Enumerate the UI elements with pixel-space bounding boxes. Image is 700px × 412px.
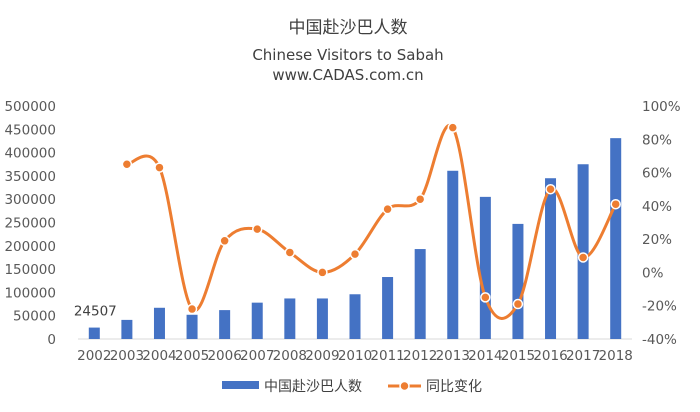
bar (88, 327, 100, 339)
line-point (577, 252, 589, 263)
bar (284, 298, 296, 339)
bar (251, 302, 263, 339)
x-tick-label: 2008 (273, 348, 307, 364)
line-point (317, 267, 328, 278)
x-tick-label: 2007 (240, 348, 274, 364)
legend-marker (399, 380, 410, 392)
y-left-tick-label: 500000 (4, 99, 56, 115)
line-point (447, 122, 459, 133)
line-point (414, 193, 426, 205)
bar (545, 178, 557, 339)
legend-swatch-bars (222, 381, 259, 389)
bar (219, 310, 231, 339)
y-right-tick-label: 40% (642, 199, 672, 215)
x-tick-label: 2016 (533, 348, 567, 364)
x-tick-label: 2010 (338, 348, 372, 364)
line-point (349, 248, 361, 260)
line-point (545, 183, 556, 195)
y-left-tick-label: 100000 (4, 285, 56, 301)
y-right-tick-label: 0% (642, 265, 664, 281)
x-tick-label: 2003 (110, 348, 144, 364)
y-right-tick-label: -40% (642, 332, 677, 348)
chart-source: www.CADAS.com.cn (272, 66, 423, 84)
line-point (284, 247, 296, 258)
x-tick-label: 2005 (175, 348, 209, 364)
y-left-tick-label: 250000 (4, 216, 56, 232)
bar (153, 307, 165, 339)
line-point (480, 292, 491, 303)
y-left-tick-label: 50000 (13, 309, 56, 325)
bar (512, 223, 524, 339)
line-point (121, 159, 133, 170)
x-tick-label: 2006 (207, 348, 241, 364)
x-tick-label: 2013 (436, 348, 470, 364)
x-tick-label: 2004 (142, 348, 176, 364)
line-point (186, 303, 198, 315)
y-left-tick-label: 450000 (4, 122, 56, 138)
y-left-tick-label: 350000 (4, 169, 56, 185)
line-point (610, 198, 621, 210)
bar (447, 170, 459, 339)
y-left-tick-label: 300000 (4, 192, 56, 208)
chart-subtitle: Chinese Visitors to Sabah (252, 46, 443, 64)
bar (316, 298, 328, 339)
bar (121, 319, 133, 339)
y-right-tick-label: -20% (642, 299, 677, 315)
data-label: 24507 (74, 304, 117, 320)
x-tick-label: 2015 (501, 348, 535, 364)
bar (349, 294, 361, 339)
x-tick-label: 2011 (370, 348, 404, 364)
bar (610, 138, 622, 339)
bar (186, 314, 198, 339)
x-tick-label: 2018 (599, 348, 633, 364)
bar (414, 249, 426, 339)
x-tick-label: 2017 (566, 348, 600, 364)
bar (577, 164, 589, 339)
chart-title: 中国赴沙巴人数 (289, 18, 408, 38)
legend-label: 中国赴沙巴人数 (264, 379, 362, 395)
x-tick-label: 2002 (77, 348, 111, 364)
y-left-tick-label: 150000 (4, 262, 56, 278)
x-tick-label: 2009 (305, 348, 339, 364)
y-right-tick-label: 60% (642, 166, 672, 182)
line-point (251, 223, 263, 235)
yoy-change-line (126, 123, 618, 320)
x-tick-label: 2014 (468, 348, 502, 364)
y-left-tick-label: 0 (47, 332, 56, 348)
y-right-tick-label: 100% (642, 99, 681, 115)
y-left-tick-label: 400000 (4, 146, 56, 162)
x-tick-label: 2012 (403, 348, 437, 364)
bar (479, 196, 491, 339)
y-left-tick-label: 200000 (4, 239, 56, 255)
line-point (154, 162, 165, 173)
line-point (219, 235, 230, 247)
legend-label: 同比变化 (426, 379, 482, 395)
y-right-tick-label: 80% (642, 132, 672, 148)
line-point (512, 298, 524, 310)
bar (382, 277, 394, 339)
line-point (382, 203, 393, 215)
y-right-tick-label: 20% (642, 232, 672, 248)
